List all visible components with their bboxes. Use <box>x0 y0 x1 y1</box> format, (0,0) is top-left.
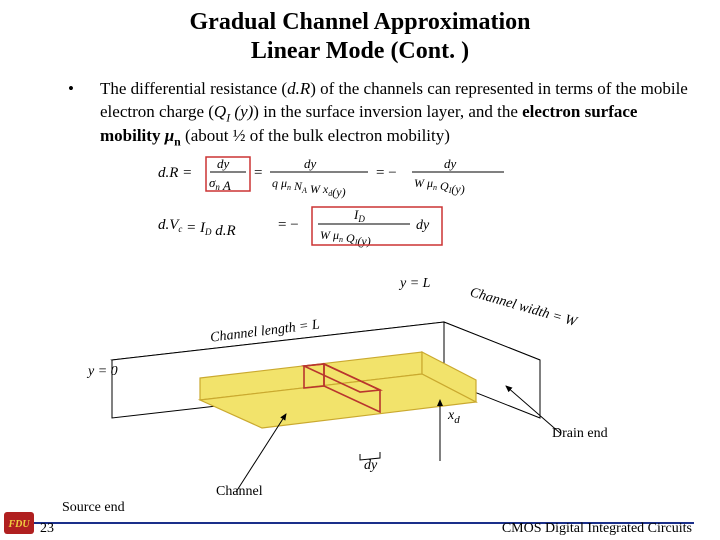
svg-text:FDU: FDU <box>7 519 30 530</box>
label-dy: dy <box>364 458 377 474</box>
logo-icon: FDU <box>4 512 34 534</box>
label-source-end: Source end <box>62 500 125 516</box>
label-yL: y = L <box>400 276 430 292</box>
label-y0: y = 0 <box>88 364 118 380</box>
svg-text:dy: dy <box>416 218 430 233</box>
svg-text:dy: dy <box>444 156 457 171</box>
equations-image: d.R = dy σn A = dy q μn NA W xd(y) = − d… <box>154 155 514 249</box>
bullet-text: • The differential resistance (d.R) of t… <box>24 78 696 150</box>
svg-text:d.R =: d.R = <box>158 165 192 181</box>
svg-text:dy: dy <box>304 156 317 171</box>
page-number: 23 <box>40 521 54 537</box>
label-channel: Channel <box>216 484 263 500</box>
slide-title: Gradual Channel Approximation Linear Mod… <box>24 8 696 66</box>
svg-text:=: = <box>254 165 262 181</box>
footer-text: CMOS Digital Integrated Circuits <box>502 521 692 537</box>
label-xd: xd <box>448 408 460 426</box>
channel-diagram: y = 0 y = L Channel length = L Channel w… <box>0 278 720 508</box>
svg-text:dy: dy <box>217 156 230 171</box>
svg-text:= −: = − <box>376 165 397 181</box>
label-drain-end: Drain end <box>552 426 608 442</box>
svg-text:= −: = − <box>278 217 299 233</box>
